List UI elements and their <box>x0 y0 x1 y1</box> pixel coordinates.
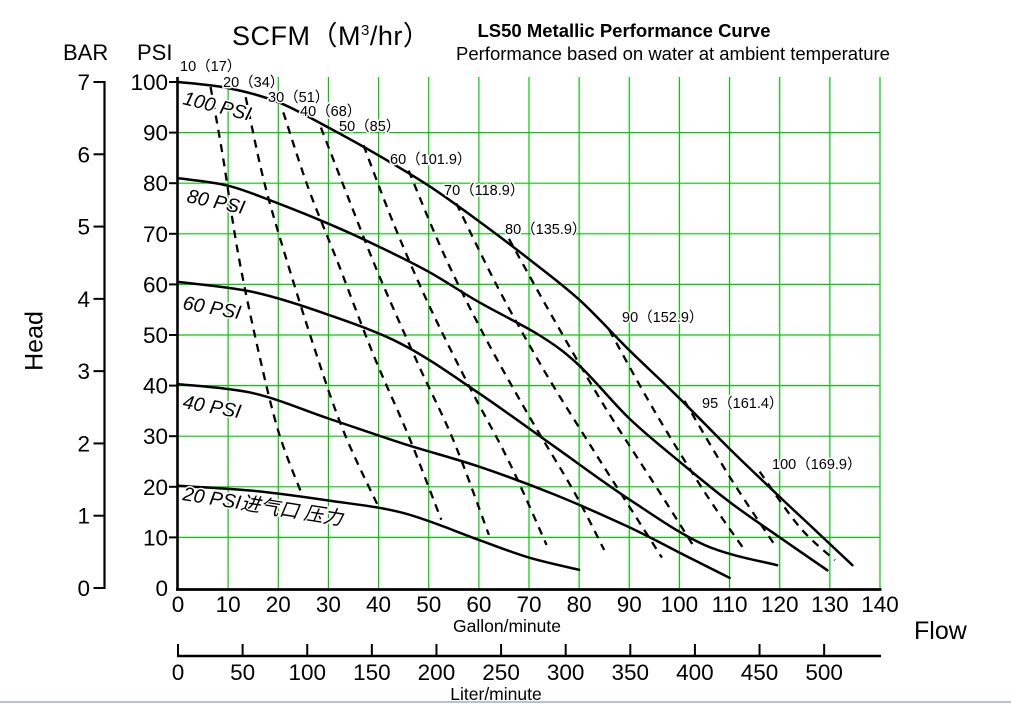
gallon-tick-label: 130 <box>811 592 849 617</box>
discharge-curve-label-40-psi: 40 PSI <box>181 391 243 423</box>
gallon-tick-label: 10 <box>216 592 241 617</box>
gallon-axis-label: Gallon/minute <box>453 616 561 636</box>
discharge-curve-label-20-psi: 20 PSI进气口 压力 <box>180 483 345 530</box>
psi-tick-label: 50 <box>143 323 168 348</box>
air-curve-20-scfm <box>244 96 380 508</box>
liter-tick-label: 100 <box>288 660 326 685</box>
psi-tick-label: 80 <box>143 171 168 196</box>
bar-tick-label: 1 <box>77 504 90 529</box>
discharge-curve-label-60-psi: 60 PSI <box>181 292 243 324</box>
air-curve-50-scfm <box>362 144 548 546</box>
liter-tick-label: 250 <box>482 660 520 685</box>
gallon-tick-label: 60 <box>466 592 491 617</box>
discharge-curve-label-80-psi: 80 PSI <box>185 185 247 219</box>
gallon-tick-label: 110 <box>712 592 748 617</box>
gallon-tick-label: 90 <box>617 592 642 617</box>
gallon-tick-label: 30 <box>316 592 341 617</box>
scfm-axis-title-suffix: /hr） <box>369 21 431 51</box>
liter-tick-label: 300 <box>547 660 585 685</box>
gallon-tick-label: 20 <box>266 592 291 617</box>
air-curve-label-20-scfm: 20（34） <box>223 74 284 91</box>
discharge-curve-80-psi <box>176 176 829 572</box>
chart-title: LS50 Metallic Performance Curve <box>477 20 771 41</box>
air-curve-label-30-scfm: 30（51） <box>268 89 329 106</box>
scfm-axis-title-sup: 3 <box>360 22 370 39</box>
bar-axis-title: BAR <box>63 40 109 65</box>
psi-tick-label: 60 <box>143 272 168 297</box>
bar-tick-label: 5 <box>77 215 90 240</box>
psi-tick-label: 10 <box>143 525 168 550</box>
psi-tick-label: 40 <box>143 374 168 399</box>
gallon-tick-label: 100 <box>661 592 699 617</box>
scfm-axis-title: SCFM（M3/hr） <box>232 14 430 53</box>
gallon-tick-label: 80 <box>567 592 592 617</box>
head-axis-title: Head <box>20 311 49 371</box>
air-curve-100-scfm <box>758 470 836 562</box>
air-curve-label-100-scfm: 100（169.9） <box>772 456 861 473</box>
liter-tick-label: 500 <box>805 660 843 685</box>
gallon-tick-label: 120 <box>761 592 799 617</box>
psi-tick-label: 100 <box>130 70 168 95</box>
liter-tick-label: 150 <box>353 660 391 685</box>
air-curve-80-scfm <box>507 238 696 549</box>
chart-subtitle: Performance based on water at ambient te… <box>456 43 890 64</box>
gallon-tick-label: 50 <box>416 592 441 617</box>
air-curve-label-95-scfm: 95（161.4） <box>702 395 783 412</box>
psi-tick-label: 20 <box>143 475 168 500</box>
liter-tick-label: 450 <box>741 660 779 685</box>
bar-tick-label: 4 <box>77 287 90 312</box>
air-curve-label-80-scfm: 80（135.9） <box>505 221 586 238</box>
air-curve-label-40-scfm: 40（68） <box>300 103 361 120</box>
liter-tick-label: 0 <box>172 660 185 685</box>
liter-tick-label: 200 <box>418 660 456 685</box>
gallon-tick-label: 40 <box>366 592 391 617</box>
air-curve-60-scfm <box>407 170 606 551</box>
liter-tick-label: 400 <box>676 660 714 685</box>
air-curve-90-scfm <box>608 329 746 551</box>
air-curve-label-90-scfm: 90（152.9） <box>622 309 703 326</box>
air-curve-70-scfm <box>455 202 663 559</box>
bar-tick-label: 7 <box>77 70 90 95</box>
discharge-curve-60-psi <box>176 280 779 567</box>
gallon-tick-label: 140 <box>861 592 899 617</box>
psi-tick-label: 30 <box>143 424 168 449</box>
flow-axis-title: Flow <box>914 617 967 645</box>
discharge-curve-100-psi <box>176 80 854 567</box>
psi-tick-label: 0 <box>155 576 168 601</box>
scfm-axis-title-prefix: SCFM（M <box>232 21 361 51</box>
liter-axis-label: Liter/minute <box>450 684 542 704</box>
gallon-tick-label: 70 <box>516 592 541 617</box>
psi-axis-title: PSI <box>137 40 173 65</box>
discharge-curve-40-psi <box>176 382 731 580</box>
bar-tick-label: 6 <box>77 142 90 167</box>
footer-divider <box>0 701 1011 703</box>
discharge-curve-20-psi <box>176 484 581 572</box>
bar-tick-label: 3 <box>77 359 90 384</box>
bar-tick-label: 2 <box>77 431 90 456</box>
air-curve-30-scfm <box>282 111 443 521</box>
psi-tick-label: 90 <box>143 121 168 146</box>
liter-tick-label: 350 <box>612 660 650 685</box>
liter-tick-label: 50 <box>230 660 255 685</box>
air-curve-40-scfm <box>319 127 490 536</box>
psi-tick-label: 70 <box>143 222 168 247</box>
air-curve-label-60-scfm: 60（101.9） <box>390 151 471 168</box>
air-curve-10-scfm <box>209 86 302 493</box>
air-curve-label-70-scfm: 70（118.9） <box>444 182 524 199</box>
air-curve-label-50-scfm: 50（85） <box>339 118 400 135</box>
air-curve-95-scfm <box>683 400 776 546</box>
bar-tick-label: 0 <box>77 576 90 601</box>
air-curve-label-10-scfm: 10（17） <box>180 58 241 75</box>
gallon-tick-label: 0 <box>172 592 185 617</box>
